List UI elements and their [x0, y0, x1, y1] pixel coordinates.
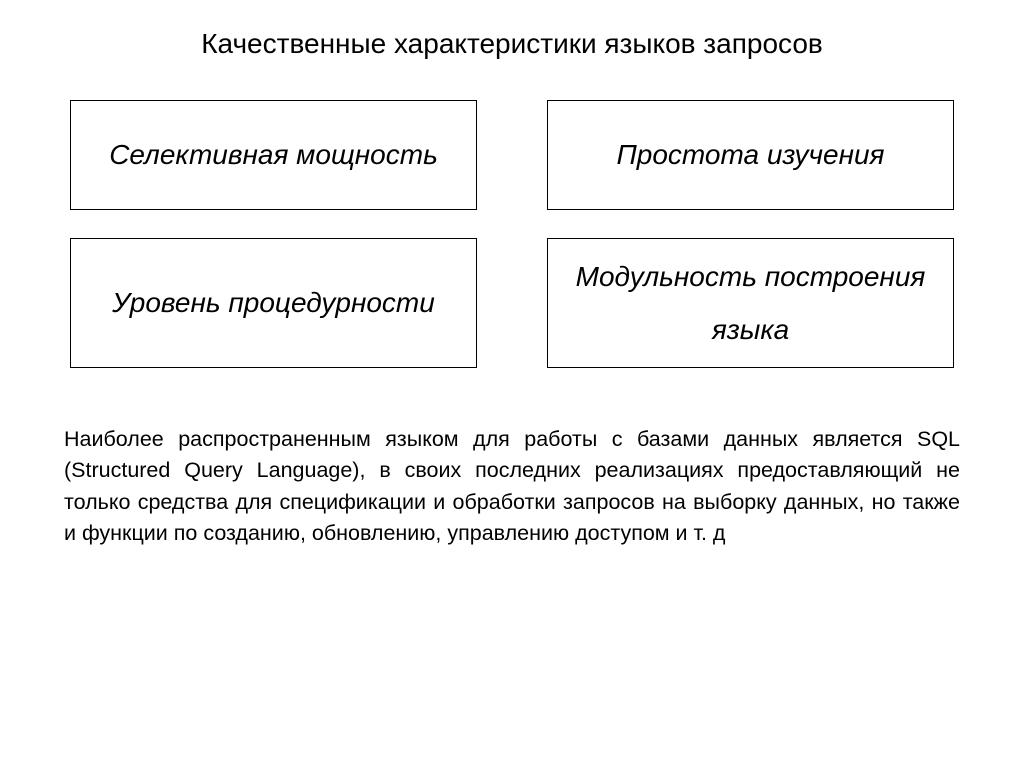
slide: Качественные характеристики языков запро…: [0, 0, 1024, 767]
box-selective-power: Селективная мощность: [70, 100, 477, 210]
characteristics-grid: Селективная мощность Простота изучения У…: [60, 100, 964, 368]
box-ease-of-learning: Простота изучения: [547, 100, 954, 210]
slide-title: Качественные характеристики языков запро…: [60, 28, 964, 60]
description-paragraph: Наиболее распространенным языком для раб…: [60, 424, 964, 550]
box-procedurality-level: Уровень процедурности: [70, 238, 477, 368]
box-modularity: Модульность построения языка: [547, 238, 954, 368]
